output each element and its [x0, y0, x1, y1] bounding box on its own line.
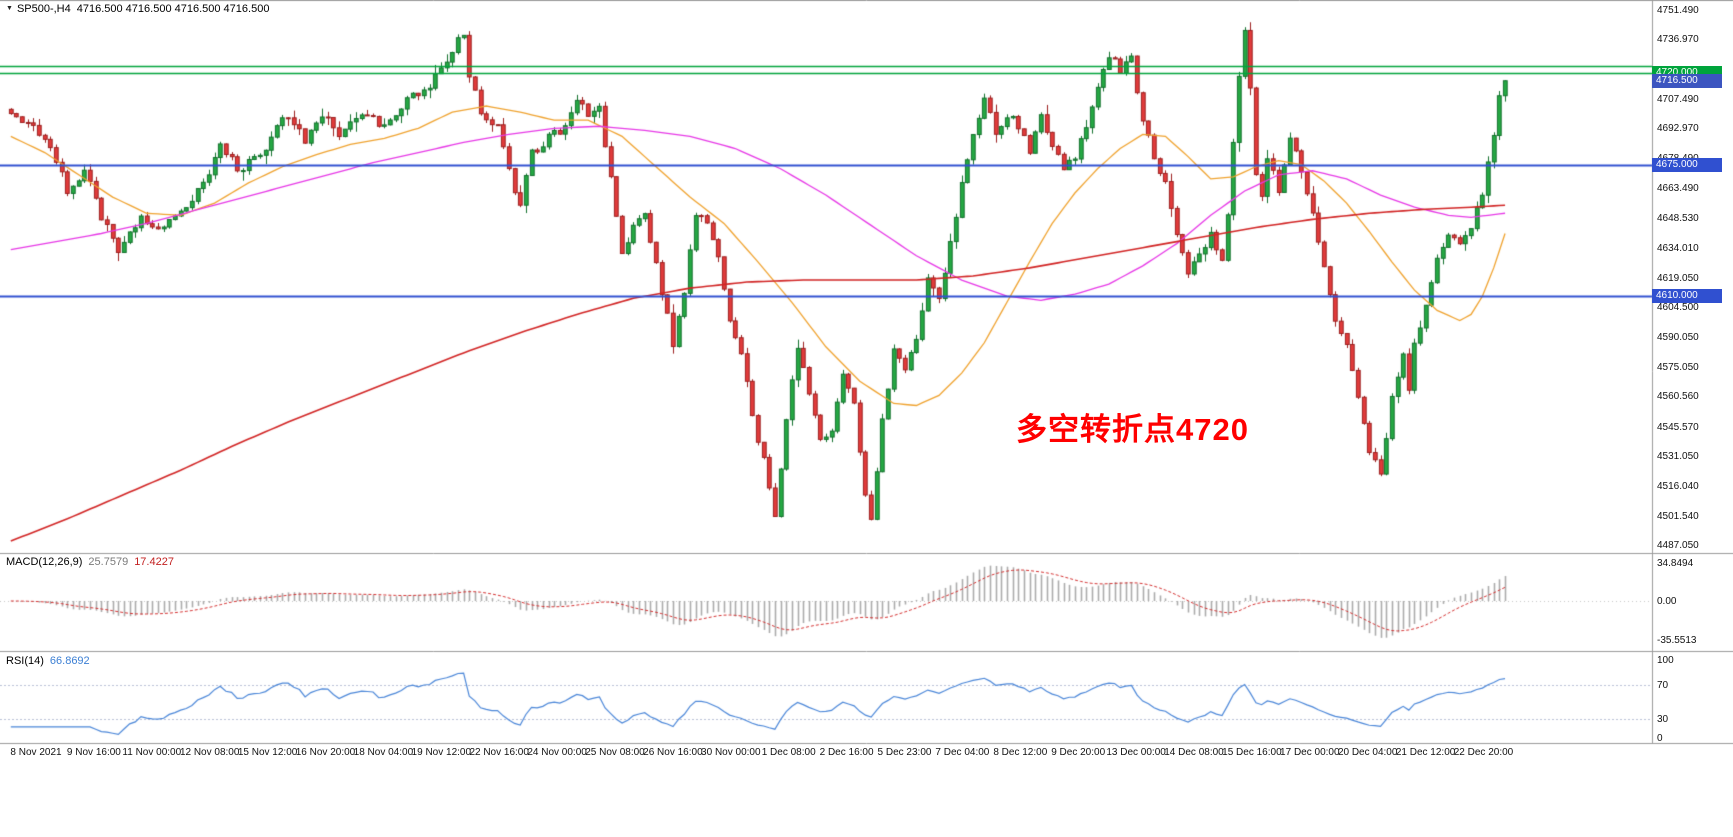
price-tick-label: 4648.530	[1657, 213, 1699, 225]
time-axis-label: 17 Dec 00:00	[1280, 747, 1340, 758]
price-tick-label: 4575.050	[1657, 361, 1699, 373]
time-axis-label: 2 Dec 16:00	[819, 747, 874, 758]
hline-price-badge: 4675.000	[1652, 157, 1722, 172]
time-axis-label: 21 Dec 12:00	[1395, 747, 1456, 758]
macd-name: MACD(12,26,9)	[6, 556, 83, 568]
rsi-axis-label: 30	[1657, 713, 1669, 725]
time-axis-label: 26 Nov 16:00	[643, 747, 703, 758]
time-axis-label: 1 Dec 08:00	[761, 747, 816, 758]
time-axis-label: 5 Dec 23:00	[877, 747, 932, 758]
rsi-axis-label: 70	[1657, 680, 1669, 692]
rsi-axis-label: 0	[1657, 733, 1663, 744]
time-axis-label: 18 Nov 04:00	[353, 747, 414, 758]
time-axis-label: 15 Dec 16:00	[1222, 747, 1282, 758]
time-axis-label: 16 Nov 20:00	[295, 747, 356, 758]
time-axis-label: 8 Nov 2021	[10, 747, 62, 758]
time-axis-label: 7 Dec 04:00	[935, 747, 990, 758]
macd-axis-label: 0.00	[1657, 596, 1677, 607]
annotation-text: 多空转折点4720	[1016, 412, 1249, 447]
rsi-value: 66.8692	[49, 655, 90, 667]
price-tick-label: 4707.490	[1657, 93, 1699, 105]
time-axis-label: 15 Nov 12:00	[237, 747, 298, 758]
time-axis-label: 22 Dec 20:00	[1453, 747, 1514, 758]
time-axis-label: 19 Nov 12:00	[411, 747, 472, 758]
price-tick-label: 4545.570	[1657, 421, 1699, 433]
time-axis-label: 30 Nov 00:00	[701, 747, 761, 758]
macd-signal-value: 17.4227	[134, 556, 174, 568]
price-tick-label: 4619.050	[1657, 272, 1699, 284]
ohlc-quotes: 4716.500 4716.500 4716.500 4716.500	[76, 3, 270, 15]
time-scale[interactable]: 8 Nov 2021 9 Nov 16:00 11 Nov 00:00 12 Nov …	[0, 745, 1652, 765]
time-axis-label: 20 Dec 04:00	[1337, 747, 1398, 758]
price-tick-label: 4634.010	[1657, 242, 1699, 254]
macd-indicator-label: MACD(12,26,9) 25.7579 17.4227	[6, 556, 174, 568]
rsi-name: RSI(14)	[6, 655, 44, 667]
macd-axis-label: -35.5513	[1657, 635, 1697, 647]
time-axis-label: 13 Dec 00:00	[1106, 747, 1166, 758]
price-tick-label: 4751.490	[1657, 4, 1699, 16]
time-axis-label: 11 Nov 00:00	[122, 747, 182, 758]
price-scale[interactable]: 4751.4904736.9704721.4904707.4904692.970…	[1652, 0, 1733, 744]
time-axis-label: 9 Nov 16:00	[66, 747, 121, 758]
price-tick-label: 4531.050	[1657, 450, 1699, 462]
symbol-marker-icon: ▼	[6, 5, 13, 12]
chart-title: ▼ SP500-,H4 4716.500 4716.500 4716.500 471…	[6, 3, 275, 15]
rsi-axis-label: 100	[1657, 655, 1674, 666]
time-axis-label: 12 Nov 08:00	[179, 747, 240, 758]
price-tick-label: 4501.540	[1657, 510, 1699, 522]
macd-main-value: 25.7579	[88, 556, 129, 568]
price-tick-label: 4736.970	[1657, 34, 1699, 46]
price-tick-label: 4560.560	[1657, 391, 1699, 403]
price-tick-label: 4692.970	[1657, 123, 1699, 135]
price-tick-label: 4516.040	[1657, 481, 1699, 493]
macd-axis-label: 34.8494	[1657, 557, 1694, 569]
rsi-indicator-label: RSI(14) 66.8692	[6, 655, 90, 667]
time-axis-label: 14 Dec 08:00	[1164, 747, 1224, 758]
time-axis-label: 22 Nov 16:00	[469, 747, 529, 758]
time-axis-label: 25 Nov 08:00	[585, 747, 645, 758]
price-tick-label: 4663.490	[1657, 182, 1699, 194]
hline-price-badge: 4610.000	[1652, 289, 1722, 304]
time-axis-label: 24 Nov 00:00	[527, 747, 587, 758]
current-price-badge: 4716.500	[1652, 73, 1722, 88]
time-axis-label: 8 Dec 12:00	[993, 747, 1048, 758]
price-tick-label: 4590.050	[1657, 331, 1699, 343]
price-tick-label: 4487.050	[1657, 540, 1699, 551]
symbol-timeframe: SP500-,H4	[16, 3, 71, 15]
time-axis-label: 9 Dec 20:00	[1051, 747, 1106, 758]
price-tick-label: 4604.500	[1657, 302, 1699, 314]
